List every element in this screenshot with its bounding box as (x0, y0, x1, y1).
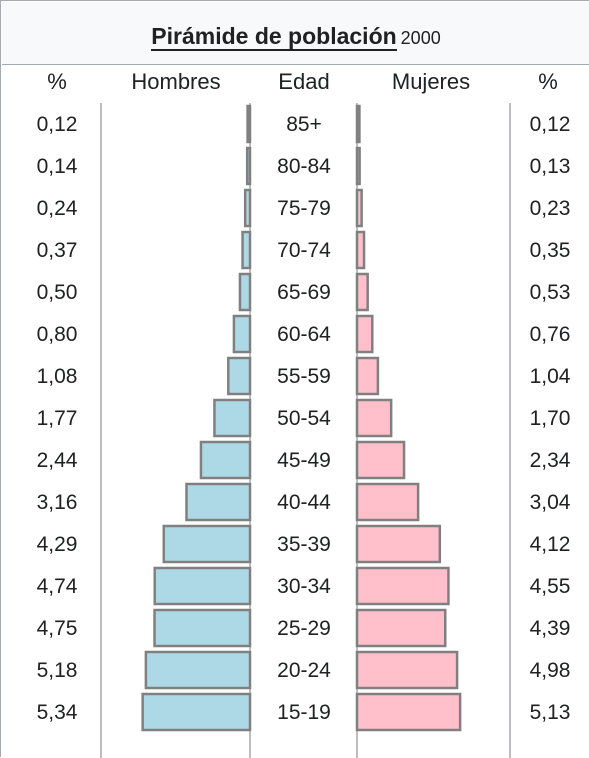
bar-women (355, 104, 361, 144)
label-age-group: 40-44 (277, 491, 331, 514)
bar-women (355, 566, 450, 606)
label-percent-women: 4,98 (530, 659, 571, 682)
label-percent-men: 0,80 (37, 323, 78, 346)
bar-women (355, 524, 442, 564)
chart-title-year: 2000 (400, 28, 441, 48)
label-percent-men: 1,77 (37, 407, 78, 430)
bar-men (238, 272, 252, 312)
label-percent-women: 0,35 (530, 239, 571, 262)
header-age: Edad (278, 69, 330, 94)
label-age-group: 55-59 (277, 365, 331, 388)
bar-men (153, 566, 252, 606)
label-percent-women: 0,76 (530, 323, 571, 346)
bar-men (185, 482, 252, 522)
label-percent-women: 2,34 (530, 449, 571, 472)
label-percent-men: 3,16 (37, 491, 78, 514)
bar-women (355, 272, 369, 312)
bar-women (355, 188, 363, 228)
bar-men (162, 524, 252, 564)
label-age-group: 50-54 (277, 407, 331, 430)
bar-men (144, 650, 252, 690)
bar-women (355, 146, 361, 186)
label-percent-women: 0,53 (530, 281, 571, 304)
label-percent-women: 4,55 (530, 575, 571, 598)
bar-men (243, 188, 252, 228)
label-percent-women: 5,13 (530, 701, 571, 724)
label-percent-women: 0,13 (530, 155, 571, 178)
label-percent-women: 1,04 (530, 365, 571, 388)
label-percent-men: 4,29 (37, 533, 78, 556)
label-percent-men: 4,74 (37, 575, 78, 598)
bar-men (227, 356, 252, 396)
bar-women (355, 398, 393, 438)
bar-men (199, 440, 252, 480)
chart-title-main: Pirámide de población (151, 23, 397, 51)
label-age-group: 60-64 (277, 323, 331, 346)
label-age-group: 65-69 (277, 281, 331, 304)
label-age-group: 80-84 (277, 155, 331, 178)
bar-men (141, 692, 252, 732)
header-percent-men: % (47, 69, 67, 94)
bar-men (232, 314, 252, 354)
label-percent-men: 0,37 (37, 239, 78, 262)
label-percent-men: 4,75 (37, 617, 78, 640)
label-percent-men: 0,50 (37, 281, 78, 304)
bar-women (355, 608, 447, 648)
header-percent-women: % (538, 69, 558, 94)
label-age-group: 70-74 (277, 239, 331, 262)
label-percent-men: 5,18 (37, 659, 78, 682)
label-age-group: 75-79 (277, 197, 331, 220)
bar-women (355, 356, 380, 396)
label-percent-women: 4,12 (530, 533, 571, 556)
label-percent-women: 4,39 (530, 617, 571, 640)
bar-men (213, 398, 252, 438)
label-percent-men: 0,14 (37, 155, 78, 178)
bar-women (355, 692, 462, 732)
label-percent-men: 5,34 (37, 701, 78, 724)
bar-men (246, 104, 252, 144)
label-age-group: 45-49 (277, 449, 331, 472)
title-bar: Pirámide de población 2000 (2, 2, 589, 65)
header-women: Mujeres (391, 69, 471, 94)
label-percent-women: 0,23 (530, 197, 571, 220)
bar-women (355, 230, 366, 270)
bar-men (241, 230, 252, 270)
label-percent-women: 1,70 (530, 407, 571, 430)
label-age-group: 15-19 (277, 701, 331, 724)
header-men: Hombres (131, 69, 221, 94)
bar-women (355, 650, 459, 690)
label-age-group: 30-34 (277, 575, 331, 598)
label-age-group: 85+ (286, 113, 322, 136)
chart-title: Pirámide de población 2000 (2, 22, 589, 54)
bar-women (355, 440, 406, 480)
label-percent-women: 3,04 (530, 491, 571, 514)
label-age-group: 20-24 (277, 659, 331, 682)
label-percent-men: 0,12 (37, 113, 78, 136)
label-percent-men: 0,24 (37, 197, 78, 220)
bar-men (153, 608, 252, 648)
bar-men (245, 146, 252, 186)
label-percent-men: 1,08 (37, 365, 78, 388)
bar-women (355, 482, 420, 522)
label-age-group: 25-29 (277, 617, 331, 640)
label-percent-women: 0,12 (530, 113, 571, 136)
bar-women (355, 314, 374, 354)
label-percent-men: 2,44 (37, 449, 78, 472)
label-age-group: 35-39 (277, 533, 331, 556)
